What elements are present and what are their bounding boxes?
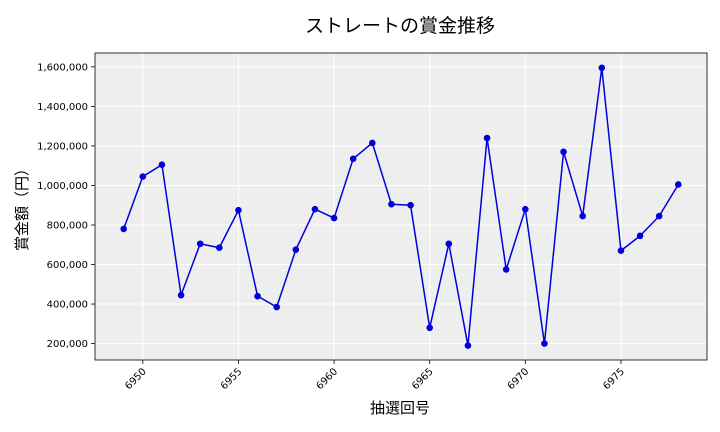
- data-point: [235, 206, 242, 214]
- data-point: [560, 148, 567, 156]
- data-point: [369, 139, 376, 147]
- data-point: [464, 342, 472, 349]
- data-point: [541, 340, 548, 347]
- chart-title: ストレートの賞金推移: [305, 15, 495, 37]
- x-tick-label: 6975: [601, 366, 627, 392]
- data-point: [120, 225, 127, 233]
- data-point: [407, 201, 414, 209]
- data-point: [388, 200, 395, 208]
- data-point: [502, 266, 510, 273]
- x-tick-label: 6950: [123, 366, 149, 392]
- y-tick-label: 800,000: [47, 220, 88, 231]
- data-point: [158, 161, 166, 168]
- data-point: [598, 64, 606, 72]
- x-tick-label: 6970: [506, 366, 532, 392]
- data-point: [483, 134, 491, 142]
- data-point: [636, 232, 644, 240]
- y-axis: 200,000 400,000 600,000 800,000 1,000,000 1,2…: [37, 62, 95, 350]
- y-tick-label: 1,600,000: [37, 62, 88, 73]
- y-tick-label: 200,000: [47, 339, 88, 350]
- data-point: [311, 205, 319, 213]
- data-point: [273, 303, 280, 311]
- data-point: [445, 240, 453, 248]
- data-point: [579, 212, 586, 220]
- series: [120, 64, 682, 349]
- data-point: [196, 240, 204, 248]
- x-tick-label: 6960: [314, 366, 340, 392]
- data-point: [426, 324, 433, 332]
- y-tick-label: 1,200,000: [37, 141, 88, 152]
- y-tick-label: 1,000,000: [37, 181, 88, 192]
- data-point: [675, 181, 682, 188]
- data-point: [254, 292, 261, 300]
- plot-frame: [94, 52, 708, 361]
- x-axis-label: 抽選回号: [370, 399, 430, 417]
- data-point: [177, 291, 185, 299]
- data-point: [139, 173, 147, 180]
- x-tick-label: 6955: [219, 366, 245, 392]
- data-point: [216, 244, 223, 252]
- y-tick-label: 600,000: [47, 260, 88, 271]
- y-tick-label: 1,400,000: [37, 102, 88, 113]
- y-tick-label: 400,000: [47, 300, 88, 311]
- data-point: [292, 246, 300, 253]
- data-point: [655, 212, 663, 220]
- plot-area: [95, 53, 707, 360]
- x-axis: 6950 6955 6960 6965 6970 6975: [123, 360, 627, 392]
- x-tick-label: 6965: [410, 366, 436, 392]
- y-axis-label: 賞金額（円）: [13, 161, 31, 251]
- data-point: [330, 214, 338, 222]
- data-point: [349, 155, 357, 163]
- data-point: [617, 247, 625, 254]
- data-point: [522, 205, 529, 213]
